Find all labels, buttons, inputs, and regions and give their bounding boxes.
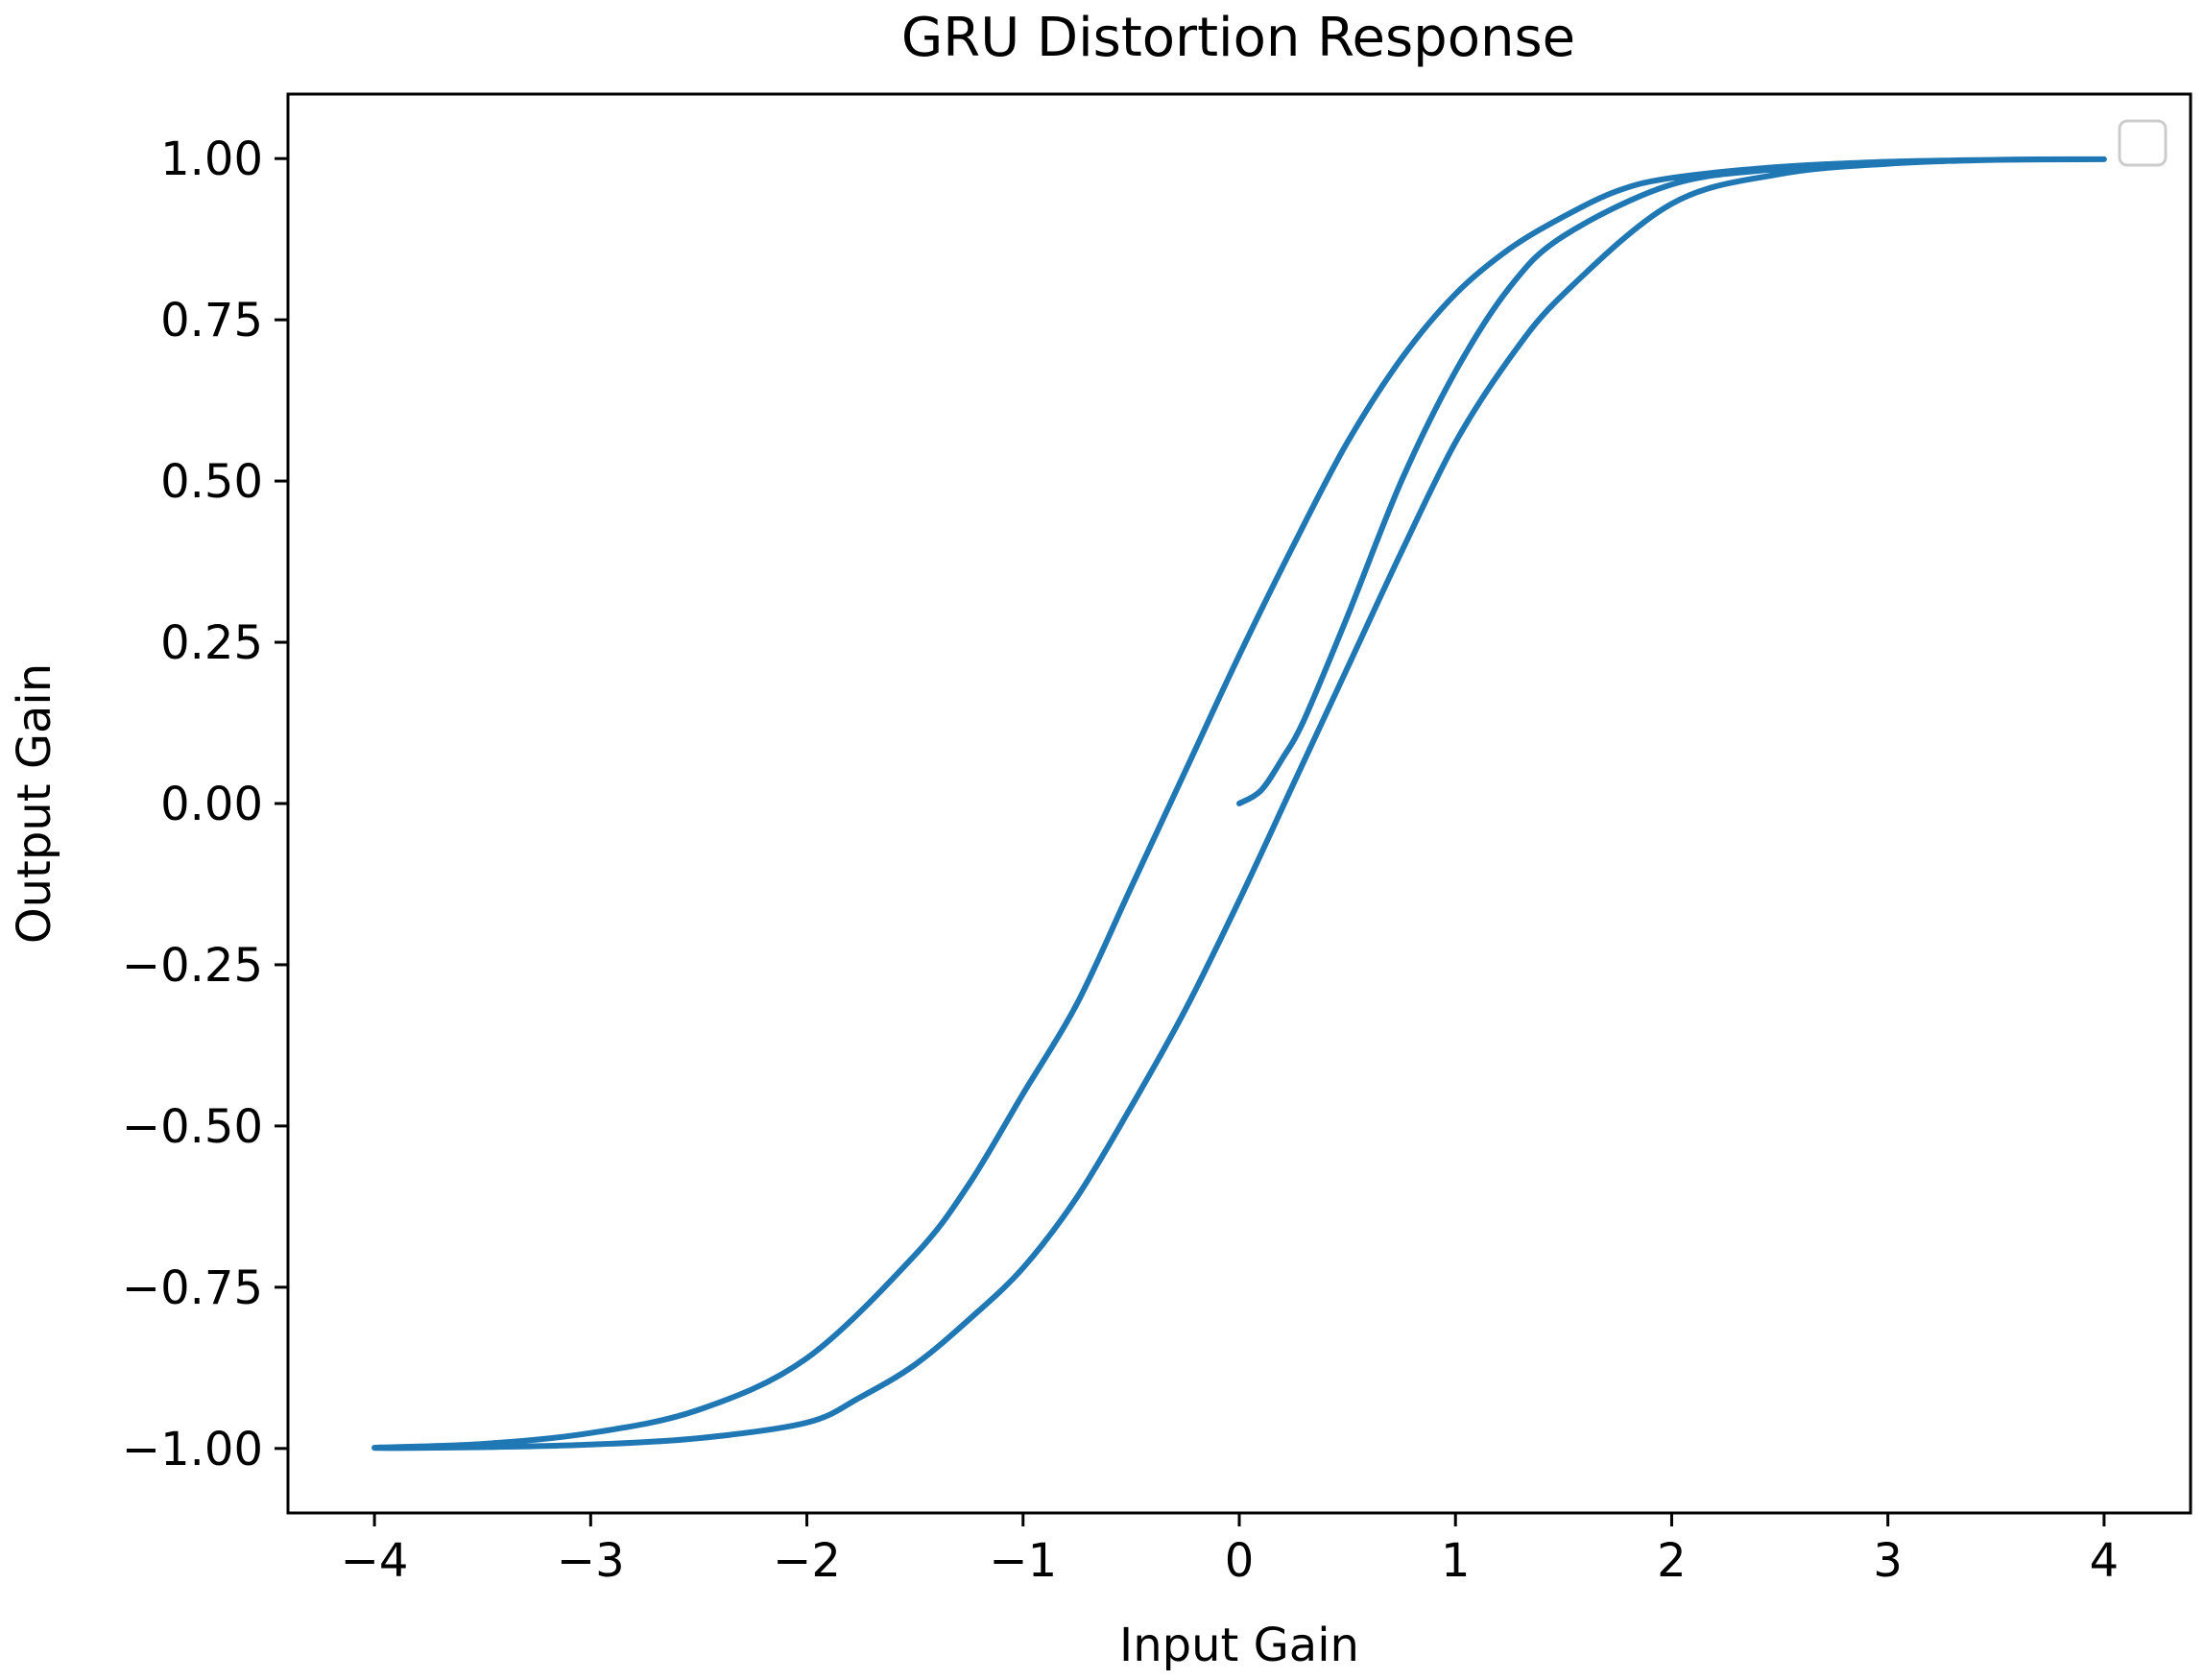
y-tick-label: 0.00 — [160, 778, 263, 831]
x-axis-ticks: −4 −3 −2 −1 0 1 2 3 4 — [341, 1513, 2119, 1588]
x-axis-label: Input Gain — [1119, 1619, 1359, 1672]
x-tick-label: 0 — [1225, 1534, 1255, 1588]
y-tick-label: −1.00 — [122, 1423, 263, 1476]
y-tick-label: 0.25 — [160, 616, 263, 670]
x-tick-label: −3 — [557, 1534, 625, 1588]
x-tick-label: 1 — [1441, 1534, 1471, 1588]
y-tick-label: 0.50 — [160, 455, 263, 509]
y-tick-label: −0.50 — [122, 1100, 263, 1154]
x-tick-label: 2 — [1657, 1534, 1687, 1588]
x-tick-label: 3 — [1873, 1534, 1903, 1588]
x-tick-label: −2 — [773, 1534, 841, 1588]
x-tick-label: −1 — [989, 1534, 1057, 1588]
y-tick-label: −0.75 — [122, 1261, 263, 1315]
legend-box — [2118, 119, 2168, 167]
chart-title: GRU Distortion Response — [901, 7, 1575, 69]
series-line — [371, 156, 2107, 1452]
y-axis-label: Output Gain — [8, 663, 61, 944]
y-tick-label: −0.25 — [122, 939, 263, 993]
x-tick-label: −4 — [341, 1534, 409, 1588]
plot-area — [371, 156, 2107, 1452]
plot-frame — [286, 92, 2192, 1515]
y-axis-ticks: −1.00 −0.75 −0.50 −0.25 0.00 0.25 0.50 0.75 1.00 — [122, 132, 288, 1476]
y-tick-label: 0.75 — [160, 294, 263, 348]
x-tick-label: 4 — [2090, 1534, 2120, 1588]
y-tick-label: 1.00 — [160, 132, 263, 186]
